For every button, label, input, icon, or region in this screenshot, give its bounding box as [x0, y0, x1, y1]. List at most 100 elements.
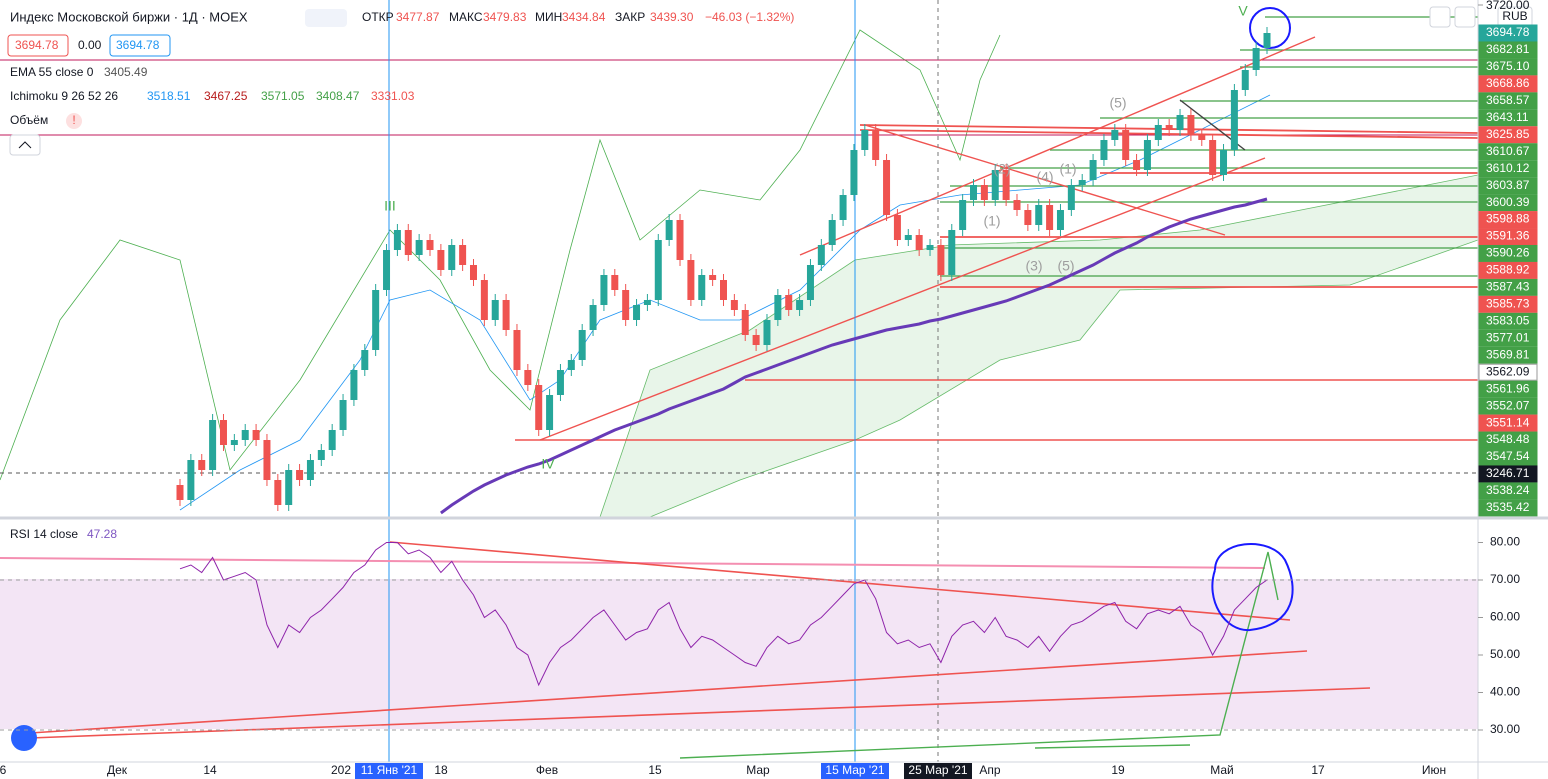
- price-label-box: [1478, 24, 1538, 42]
- candle-body: [426, 240, 434, 250]
- ema-value: 3405.49: [104, 65, 148, 79]
- candle-body: [1252, 48, 1260, 70]
- candle-body: [633, 305, 641, 320]
- candle-body: [361, 350, 369, 370]
- price-label-box: [1478, 126, 1538, 144]
- candle-body: [893, 215, 901, 240]
- candle-body: [383, 250, 391, 290]
- candle-body: [654, 240, 662, 300]
- price-label-box: [1478, 177, 1538, 195]
- price-label-box: [1478, 109, 1538, 127]
- wave-label: (4): [1036, 169, 1053, 185]
- price-label: 3548.48: [1486, 432, 1530, 446]
- price-label-box: [1478, 482, 1538, 500]
- wave-label: (1): [1059, 161, 1076, 177]
- candle-body: [1046, 205, 1054, 230]
- price-label-box: [1478, 363, 1538, 381]
- price-label: 3600.39: [1486, 195, 1530, 209]
- ohlc-label: ОТКР: [362, 10, 394, 24]
- candle-body: [720, 280, 727, 300]
- ask-price: 3694.78: [116, 38, 160, 52]
- bid-price: 3694.78: [15, 38, 59, 52]
- compare-buttons[interactable]: [305, 9, 347, 27]
- candle-body: [219, 420, 227, 445]
- candle-body: [872, 130, 880, 160]
- x-tick-label: 25 Мар '21: [908, 763, 967, 777]
- chart-title: Индекс Московской биржи · 1Д · MOEX: [10, 9, 248, 24]
- candle-body: [1187, 115, 1195, 135]
- price-label-box: [1478, 312, 1538, 330]
- x-tick-label: 15: [648, 763, 662, 777]
- candle-body: [546, 395, 554, 430]
- price-label: 3675.10: [1486, 59, 1530, 73]
- candle-body: [1143, 140, 1151, 170]
- candle-body: [372, 290, 380, 350]
- price-label: 3591.36: [1486, 229, 1530, 243]
- candle-body: [491, 300, 499, 320]
- price-label-box: [1478, 244, 1538, 262]
- x-label-highlight: [355, 763, 423, 779]
- candle-body: [567, 360, 575, 370]
- x-tick-label: 14: [203, 763, 217, 777]
- price-label: 3598.88: [1486, 212, 1530, 226]
- ichimoku-value: 3331.03: [371, 89, 415, 103]
- collapse-button[interactable]: [9, 134, 41, 156]
- candle-body: [1220, 150, 1228, 175]
- price-label: 3547.54: [1486, 449, 1530, 463]
- candle-body: [198, 460, 206, 470]
- price-label-box: [1478, 211, 1538, 229]
- candle-body: [1263, 33, 1271, 48]
- rsi-tick-label: 60.00: [1490, 610, 1520, 624]
- price-label-box: [1478, 160, 1538, 178]
- logo[interactable]: [11, 725, 37, 751]
- candle-body: [861, 130, 869, 150]
- price-label-box: [1478, 329, 1538, 347]
- warning-icon[interactable]: [66, 113, 82, 129]
- fullscreen-button[interactable]: [1454, 6, 1476, 28]
- candle-body: [1176, 115, 1184, 130]
- wave-label: (2): [993, 161, 1010, 177]
- candle-body: [285, 470, 293, 505]
- ohlc-value: 3439.30: [650, 10, 694, 24]
- ema-legend: EMA 55 close 0: [10, 65, 94, 79]
- candle-body: [904, 235, 912, 240]
- price-label: 3590.26: [1486, 246, 1530, 260]
- ohlc-value: 3479.83: [483, 10, 527, 24]
- rsi-tick-label: 50.00: [1490, 647, 1520, 661]
- rsi-tick-label: 40.00: [1490, 685, 1520, 699]
- drawings: [0, 7, 1478, 517]
- ask-box[interactable]: [109, 34, 171, 57]
- price-label-box: [1478, 228, 1538, 246]
- candle-body: [252, 430, 260, 440]
- candle-body: [1241, 70, 1249, 90]
- rsi-line: [179, 542, 1268, 687]
- candle-body: [741, 310, 749, 335]
- chikou-line: [0, 29, 1001, 481]
- candle-body: [611, 275, 619, 290]
- candle-body: [350, 370, 358, 400]
- candle-body: [513, 330, 521, 370]
- candle-body: [1133, 160, 1141, 170]
- price-label: 3561.96: [1486, 381, 1530, 395]
- bid-box[interactable]: [7, 34, 69, 57]
- candle-body: [600, 275, 608, 305]
- ichimoku-value: 3467.25: [204, 89, 248, 103]
- warning-text: !: [72, 113, 75, 127]
- candle-body: [556, 370, 564, 395]
- price-label-box: [1478, 41, 1538, 59]
- price-label: 3682.81: [1486, 42, 1530, 56]
- wave-label: III: [384, 198, 396, 214]
- candle-body: [209, 420, 217, 470]
- ichimoku-cloud: [599, 174, 1478, 517]
- scroll-button[interactable]: [1429, 6, 1451, 28]
- candle-body: [915, 235, 923, 250]
- x-label-highlight: [821, 763, 889, 779]
- price-pane: [176, 27, 1271, 515]
- currency: RUB: [1502, 9, 1527, 23]
- price-label: 3551.14: [1486, 415, 1530, 429]
- x-tick-label: 18: [434, 763, 448, 777]
- candle-body: [991, 170, 999, 200]
- candle-body: [622, 290, 630, 320]
- price-label: 3610.67: [1486, 144, 1530, 158]
- candle-body: [1111, 130, 1119, 140]
